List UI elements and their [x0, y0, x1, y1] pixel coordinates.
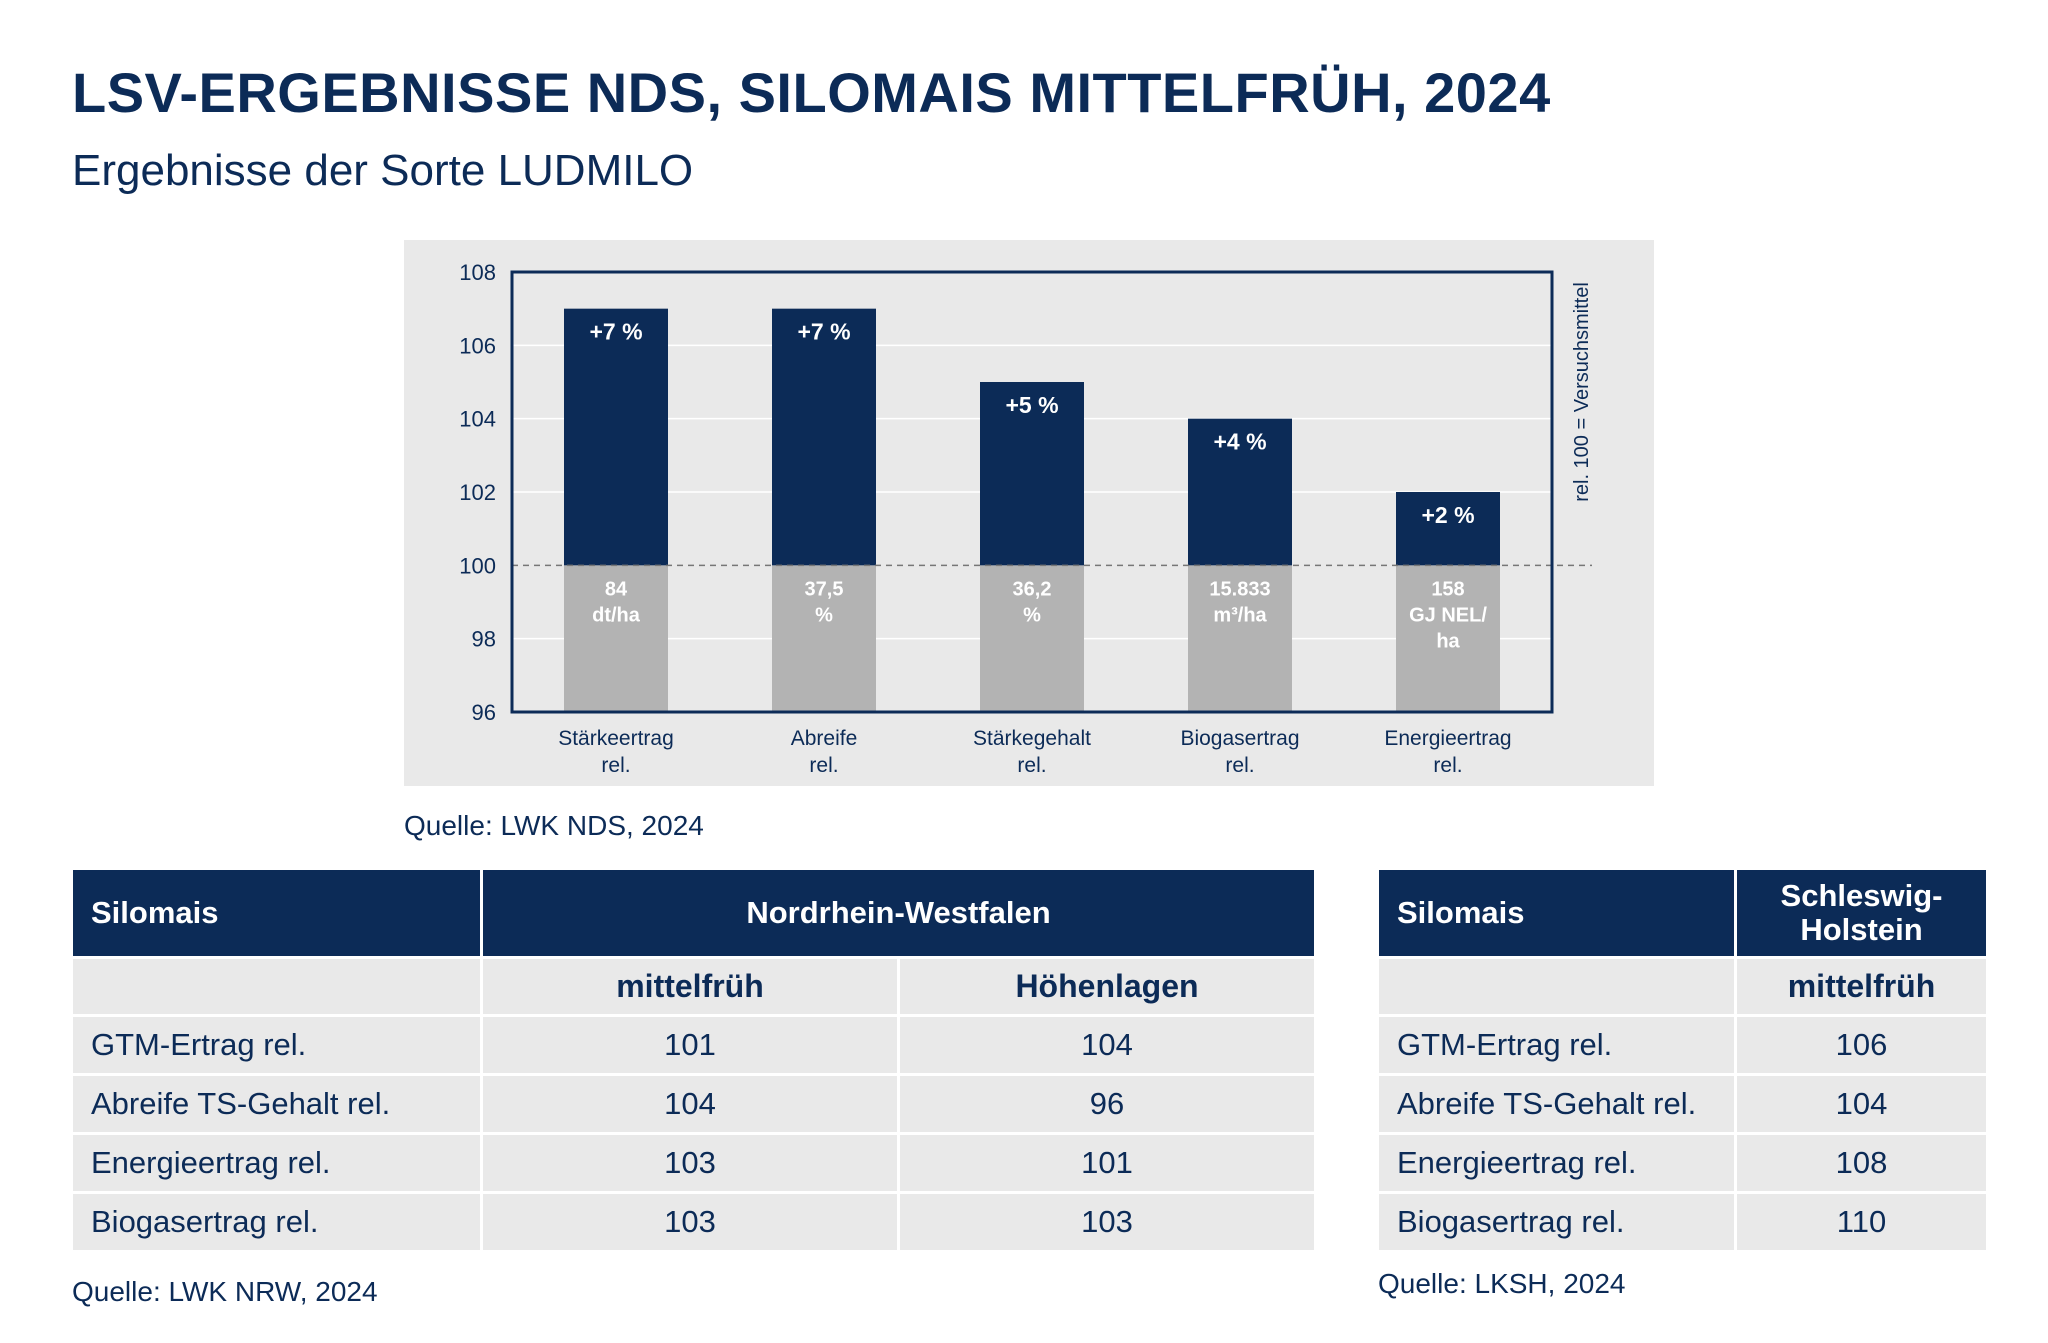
sh-row-label: Abreife TS-Gehalt rel.	[1376, 1073, 1737, 1135]
x-tick-label: rel.	[1433, 754, 1462, 777]
nrw-subheader-hoehenlagen: Höhenlagen	[896, 956, 1318, 1017]
nrw-subheader-mittelfrueh: mittelfrüh	[480, 956, 900, 1017]
bar-absolute-label: GJ NEL/	[1409, 604, 1487, 626]
bar-chart: +7 % 84 dt/ha Stärkeertrag rel. +7 % 37,5% Abre…	[459, 260, 1593, 777]
nrw-table: Silomais Nordrhein-Westfalen mittelfrüh …	[70, 867, 1318, 1253]
nrw-row-gtm: GTM-Ertrag rel. 101 104	[70, 1014, 1318, 1076]
bar-absolute-label: 37,5	[805, 578, 844, 600]
x-tick-label: Energieertrag	[1384, 727, 1511, 750]
y-tick-label: 100	[459, 553, 496, 578]
bar	[564, 308, 668, 566]
nrw-row-label: Energieertrag rel.	[70, 1132, 483, 1194]
page-subtitle: Ergebnisse der Sorte LUDMILO	[72, 146, 694, 195]
bar-absolute-label: 158	[1431, 578, 1464, 600]
nrw-subheader-empty	[70, 956, 483, 1017]
x-tick-label: Stärkeertrag	[558, 727, 674, 750]
nrw-cell-hoehenlagen: 96	[896, 1073, 1318, 1135]
y-tick-label: 104	[459, 407, 496, 432]
y-tick-label: 96	[472, 700, 496, 725]
sh-row-biogas: Biogasertrag rel. 110	[1376, 1191, 1989, 1253]
bar-label: +2 %	[1421, 502, 1474, 528]
sh-subheader-empty	[1376, 956, 1737, 1017]
bar-label: +7 %	[797, 319, 850, 345]
sh-row-gtm: GTM-Ertrag rel. 106	[1376, 1014, 1989, 1076]
right-axis-label: rel. 100 = Versuchsmittel	[1571, 282, 1593, 502]
bar-absolute-label: m³/ha	[1213, 604, 1267, 626]
sh-subheader-mittelfrueh: mittelfrüh	[1734, 956, 1989, 1017]
y-tick-label: 102	[459, 480, 496, 505]
nrw-cell-mittelfrueh: 103	[480, 1191, 900, 1253]
x-tick-label: rel.	[1225, 754, 1254, 777]
bar	[772, 308, 876, 566]
chart-panel: +7 % 84 dt/ha Stärkeertrag rel. +7 % 37,5% Abre…	[404, 240, 1654, 786]
sh-header-region: Schleswig- Holstein	[1734, 867, 1989, 959]
x-tick-label: rel.	[1017, 754, 1046, 777]
sh-cell-value: 106	[1734, 1014, 1989, 1076]
nrw-cell-mittelfrueh: 103	[480, 1132, 900, 1194]
x-tick-label: Biogasertrag	[1180, 727, 1299, 750]
sh-row-label: Biogasertrag rel.	[1376, 1191, 1737, 1253]
bar-absolute-label: dt/ha	[592, 604, 641, 626]
bar-absolute-label: %	[815, 604, 833, 626]
nrw-row-label: Biogasertrag rel.	[70, 1191, 483, 1253]
bar-base	[772, 565, 876, 712]
y-tick-label: 106	[459, 333, 496, 358]
nrw-row-label: GTM-Ertrag rel.	[70, 1014, 483, 1076]
nrw-cell-mittelfrueh: 101	[480, 1014, 900, 1076]
nrw-cell-mittelfrueh: 104	[480, 1073, 900, 1135]
x-tick-label: Abreife	[791, 727, 858, 750]
nrw-row-biogas: Biogasertrag rel. 103 103	[70, 1191, 1318, 1253]
sh-row-label: Energieertrag rel.	[1376, 1132, 1737, 1194]
nrw-row-abreife: Abreife TS-Gehalt rel. 104 96	[70, 1073, 1318, 1135]
bar-base	[1188, 565, 1292, 712]
nrw-source: Quelle: LWK NRW, 2024	[72, 1276, 378, 1307]
sh-row-label: GTM-Ertrag rel.	[1376, 1014, 1737, 1076]
bar-base	[1396, 565, 1500, 712]
nrw-row-label: Abreife TS-Gehalt rel.	[70, 1073, 483, 1135]
sh-row-abreife: Abreife TS-Gehalt rel. 104	[1376, 1073, 1989, 1135]
bar	[1188, 418, 1292, 566]
y-tick-label: 108	[459, 260, 496, 285]
sh-cell-value: 108	[1734, 1132, 1989, 1194]
nrw-cell-hoehenlagen: 101	[896, 1132, 1318, 1194]
bar-base	[980, 565, 1084, 712]
bar-absolute-label: 15.833	[1209, 578, 1270, 600]
nrw-header-silomais: Silomais	[70, 867, 483, 959]
sh-header-region-line1: Schleswig-	[1780, 878, 1943, 913]
nrw-row-energie: Energieertrag rel. 103 101	[70, 1132, 1318, 1194]
chart-source: Quelle: LWK NDS, 2024	[404, 810, 704, 841]
bar-label: +4 %	[1213, 429, 1266, 455]
bar-absolute-label: ha	[1436, 630, 1460, 652]
sh-header-silomais: Silomais	[1376, 867, 1737, 959]
plot-frame	[510, 270, 1554, 714]
x-tick-label: rel.	[809, 754, 838, 777]
sh-header-region-line2: Holstein	[1800, 912, 1923, 947]
y-tick-label: 98	[472, 627, 496, 652]
nrw-cell-hoehenlagen: 104	[896, 1014, 1318, 1076]
bar	[1396, 492, 1500, 566]
x-tick-label: rel.	[601, 754, 630, 777]
bar-absolute-label: 84	[605, 578, 628, 600]
bar-absolute-label: 36,2	[1013, 578, 1052, 600]
nrw-cell-hoehenlagen: 103	[896, 1191, 1318, 1253]
sh-cell-value: 104	[1734, 1073, 1989, 1135]
bar-base	[564, 565, 668, 712]
bar	[980, 382, 1084, 566]
page-title: LSV-ERGEBNISSE NDS, SILOMAIS MITTELFRÜH,…	[72, 61, 1551, 124]
sh-cell-value: 110	[1734, 1191, 1989, 1253]
sh-row-energie: Energieertrag rel. 108	[1376, 1132, 1989, 1194]
x-tick-label: Stärkegehalt	[973, 727, 1091, 750]
sh-source: Quelle: LKSH, 2024	[1378, 1268, 1626, 1299]
bar-label: +7 %	[589, 319, 642, 345]
bar-absolute-label: %	[1023, 604, 1041, 626]
nrw-header-region: Nordrhein-Westfalen	[479, 867, 1318, 959]
sh-table: Silomais Schleswig- Holstein mittelfrüh …	[1376, 867, 1989, 1253]
bar-label: +5 %	[1005, 392, 1058, 418]
